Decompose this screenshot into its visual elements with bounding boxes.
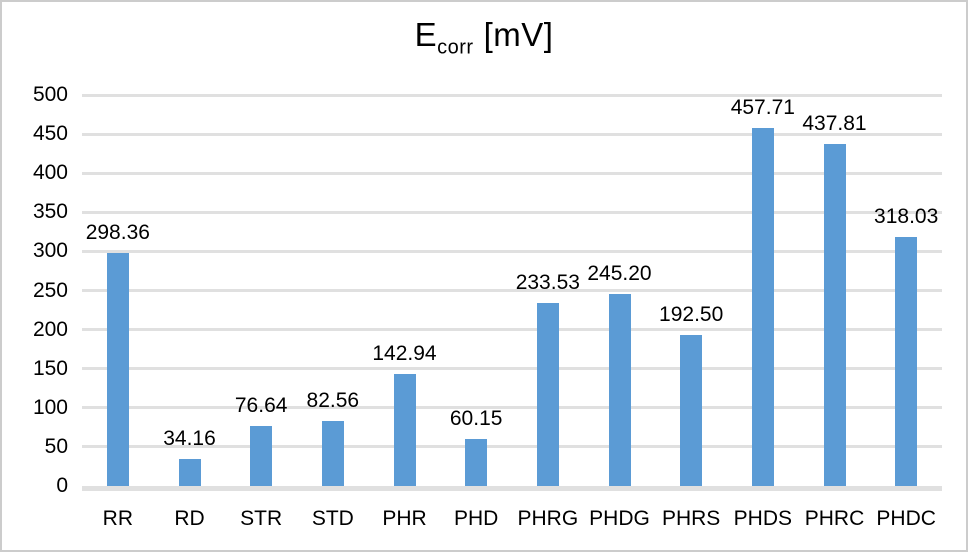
bar bbox=[751, 128, 774, 486]
gridline bbox=[82, 93, 942, 97]
x-axis-label: STD bbox=[311, 507, 354, 530]
bar bbox=[106, 252, 129, 486]
gridline bbox=[82, 171, 942, 175]
title-subscript: corr bbox=[437, 36, 474, 59]
y-tick-label: 50 bbox=[44, 434, 68, 458]
gridline bbox=[82, 249, 942, 253]
y-tick-label: 0 bbox=[56, 474, 68, 497]
x-axis-label: PHRS bbox=[661, 507, 721, 530]
bar-value-label: 457.71 bbox=[730, 96, 795, 120]
bar-value-label: 142.94 bbox=[372, 342, 437, 366]
bar bbox=[393, 374, 416, 486]
bar-value-label: 318.03 bbox=[874, 205, 939, 229]
bar bbox=[608, 294, 631, 486]
title-symbol: E bbox=[414, 16, 438, 53]
x-axis-label: PHD bbox=[453, 507, 499, 530]
x-axis-label: PHRC bbox=[804, 507, 865, 530]
x-axis-line bbox=[82, 486, 942, 491]
gridline bbox=[82, 289, 942, 292]
title-unit: [mV] bbox=[483, 16, 554, 53]
bar bbox=[250, 426, 273, 486]
x-axis-label: PHRG bbox=[517, 507, 579, 530]
bar-value-label: 60.15 bbox=[449, 406, 503, 430]
y-tick-label: 350 bbox=[32, 200, 68, 224]
bar bbox=[321, 421, 344, 486]
gridline bbox=[82, 406, 942, 410]
y-tick-label: 400 bbox=[32, 161, 68, 185]
gridline bbox=[82, 367, 942, 371]
bar bbox=[465, 438, 488, 486]
x-axis-label: PHDC bbox=[876, 507, 936, 530]
bar-value-label: 233.53 bbox=[515, 271, 580, 295]
bar-value-label: 82.56 bbox=[306, 389, 360, 413]
bar-value-label: 245.20 bbox=[587, 262, 652, 286]
bar bbox=[895, 237, 918, 486]
gridline bbox=[82, 210, 942, 214]
bar bbox=[823, 143, 846, 486]
gridline bbox=[82, 132, 942, 136]
x-axis-label: STR bbox=[240, 507, 283, 530]
y-tick-label: 250 bbox=[32, 278, 68, 302]
x-axis-label: PHR bbox=[382, 507, 427, 530]
gridline bbox=[82, 328, 942, 332]
x-axis-label: RR bbox=[102, 507, 133, 530]
bar bbox=[680, 335, 703, 486]
bar bbox=[178, 459, 201, 486]
y-tick-label: 100 bbox=[32, 395, 68, 419]
y-tick-label: 150 bbox=[32, 356, 68, 380]
x-axis-label: PHDS bbox=[733, 507, 792, 530]
bar-value-label: 76.64 bbox=[234, 394, 288, 418]
y-tick-label: 200 bbox=[32, 317, 68, 341]
gridline bbox=[82, 445, 942, 449]
bar-value-label: 298.36 bbox=[85, 220, 150, 244]
x-axis-label: PHDG bbox=[589, 507, 650, 530]
x-axis-label: RD bbox=[174, 507, 205, 530]
y-tick-label: 450 bbox=[32, 122, 68, 146]
chart-title: Ecorr [mV] bbox=[2, 16, 966, 58]
y-tick-label: 500 bbox=[32, 83, 68, 106]
bar-value-label: 192.50 bbox=[659, 303, 724, 327]
bar-value-label: 34.16 bbox=[163, 427, 216, 451]
bar-value-label: 437.81 bbox=[802, 111, 867, 135]
y-tick-label: 300 bbox=[32, 239, 68, 263]
bar bbox=[536, 303, 559, 486]
